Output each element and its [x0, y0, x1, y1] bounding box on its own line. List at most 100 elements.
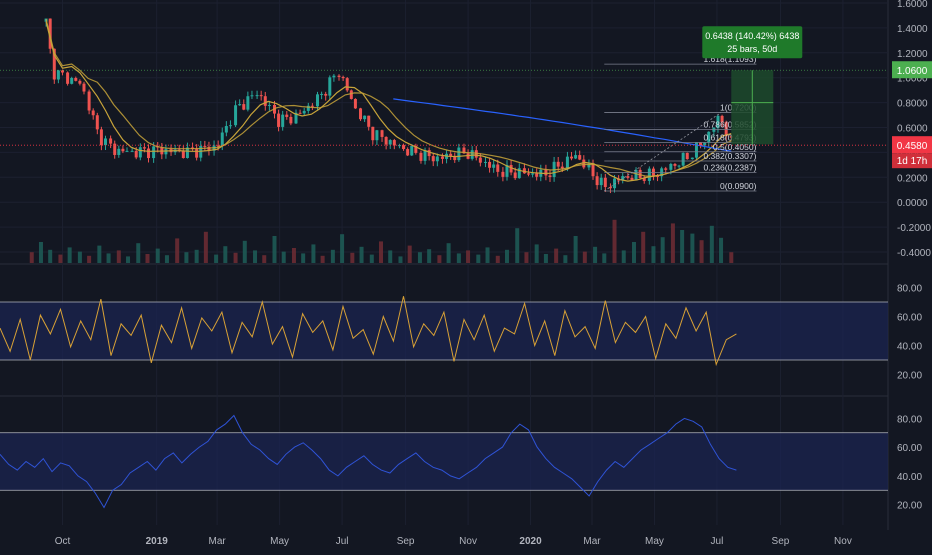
- candle-body[interactable]: [707, 131, 711, 143]
- candle-body[interactable]: [673, 163, 677, 166]
- candle-body[interactable]: [556, 161, 560, 167]
- candle-body[interactable]: [392, 140, 396, 146]
- oscillator-panel-2[interactable]: [0, 414, 888, 509]
- candle-body[interactable]: [113, 143, 117, 155]
- candle-body[interactable]: [91, 110, 95, 116]
- candle-body[interactable]: [56, 70, 60, 80]
- candle-body[interactable]: [690, 157, 694, 160]
- candle-body[interactable]: [603, 177, 607, 188]
- candle-body[interactable]: [367, 115, 371, 127]
- candle-body[interactable]: [353, 98, 357, 109]
- candle-body[interactable]: [440, 156, 444, 159]
- candle-body[interactable]: [384, 136, 388, 145]
- candle-body[interactable]: [185, 147, 189, 158]
- candle-body[interactable]: [250, 95, 254, 97]
- candle-body[interactable]: [78, 80, 82, 84]
- candle-body[interactable]: [310, 105, 314, 107]
- candle-body[interactable]: [703, 142, 707, 146]
- candle-body[interactable]: [685, 152, 689, 160]
- candle-body[interactable]: [478, 157, 482, 163]
- candle-body[interactable]: [621, 176, 625, 181]
- oscillator-panel-1[interactable]: [0, 296, 888, 367]
- candle-body[interactable]: [337, 75, 341, 77]
- candle-body[interactable]: [419, 152, 423, 161]
- candle-body[interactable]: [634, 169, 638, 180]
- candle-body[interactable]: [52, 48, 56, 80]
- candle-body[interactable]: [242, 104, 246, 110]
- candle-body[interactable]: [578, 155, 582, 160]
- candle-body[interactable]: [328, 77, 332, 96]
- candle-body[interactable]: [427, 150, 431, 157]
- candle-body[interactable]: [483, 161, 487, 163]
- current-price-badge[interactable]: [892, 136, 932, 154]
- candle-body[interactable]: [720, 115, 724, 123]
- candle-body[interactable]: [522, 168, 526, 174]
- candle-body[interactable]: [294, 112, 298, 124]
- candle-body[interactable]: [298, 112, 302, 114]
- candle-body[interactable]: [99, 129, 103, 146]
- candle-body[interactable]: [431, 156, 435, 162]
- candle-body[interactable]: [371, 126, 375, 141]
- candle-body[interactable]: [263, 96, 267, 106]
- candle-body[interactable]: [380, 130, 384, 137]
- candle-body[interactable]: [324, 93, 328, 96]
- candle-body[interactable]: [95, 115, 99, 130]
- candle-body[interactable]: [121, 148, 125, 152]
- candle-body[interactable]: [414, 145, 418, 153]
- candle-body[interactable]: [595, 176, 599, 186]
- candle-body[interactable]: [195, 149, 199, 158]
- candle-body[interactable]: [60, 70, 64, 73]
- candle-body[interactable]: [492, 164, 496, 168]
- candle-body[interactable]: [103, 138, 107, 146]
- candle-body[interactable]: [574, 155, 578, 159]
- candle-body[interactable]: [630, 177, 634, 180]
- candle-body[interactable]: [302, 110, 306, 114]
- candle-body[interactable]: [142, 147, 146, 149]
- candle-body[interactable]: [599, 177, 603, 186]
- candle-body[interactable]: [544, 169, 548, 176]
- target-price-badge[interactable]: [892, 61, 932, 79]
- candle-body[interactable]: [505, 165, 509, 177]
- candle-body[interactable]: [320, 93, 324, 95]
- candle-body[interactable]: [608, 187, 612, 189]
- candle-body[interactable]: [677, 165, 681, 167]
- candle-body[interactable]: [457, 147, 461, 161]
- candle-body[interactable]: [642, 177, 646, 181]
- candle-body[interactable]: [74, 77, 78, 81]
- candle-body[interactable]: [410, 145, 414, 156]
- candle-body[interactable]: [513, 172, 517, 179]
- candle-body[interactable]: [130, 150, 134, 152]
- candle-body[interactable]: [224, 126, 228, 133]
- candle-body[interactable]: [656, 175, 660, 177]
- candle-body[interactable]: [363, 115, 367, 120]
- candle-body[interactable]: [509, 165, 513, 173]
- candle-body[interactable]: [259, 95, 263, 97]
- candle-body[interactable]: [535, 173, 539, 177]
- candle-body[interactable]: [531, 173, 535, 175]
- candle-body[interactable]: [82, 83, 86, 92]
- candle-body[interactable]: [87, 91, 91, 111]
- candle-body[interactable]: [177, 149, 181, 151]
- candle-body[interactable]: [152, 146, 156, 159]
- candle-body[interactable]: [66, 72, 70, 84]
- candle-body[interactable]: [267, 104, 271, 106]
- candle-body[interactable]: [359, 108, 363, 120]
- candle-body[interactable]: [488, 161, 492, 168]
- candle-body[interactable]: [349, 90, 353, 99]
- candle-body[interactable]: [306, 105, 310, 111]
- price-panel[interactable]: 1.618(1.1093)1(0.7200)0.786(0.5852)0.618…: [0, 18, 888, 263]
- candle-body[interactable]: [246, 96, 250, 110]
- candle-body[interactable]: [255, 95, 259, 97]
- candle-body[interactable]: [501, 171, 505, 177]
- candle-body[interactable]: [70, 77, 74, 84]
- candle-body[interactable]: [138, 147, 142, 158]
- candle-body[interactable]: [474, 150, 478, 158]
- candle-body[interactable]: [207, 146, 211, 151]
- candle-body[interactable]: [220, 132, 224, 146]
- candle-body[interactable]: [134, 150, 138, 158]
- candle-body[interactable]: [216, 145, 220, 147]
- candle-body[interactable]: [496, 164, 500, 172]
- candle-body[interactable]: [548, 175, 552, 177]
